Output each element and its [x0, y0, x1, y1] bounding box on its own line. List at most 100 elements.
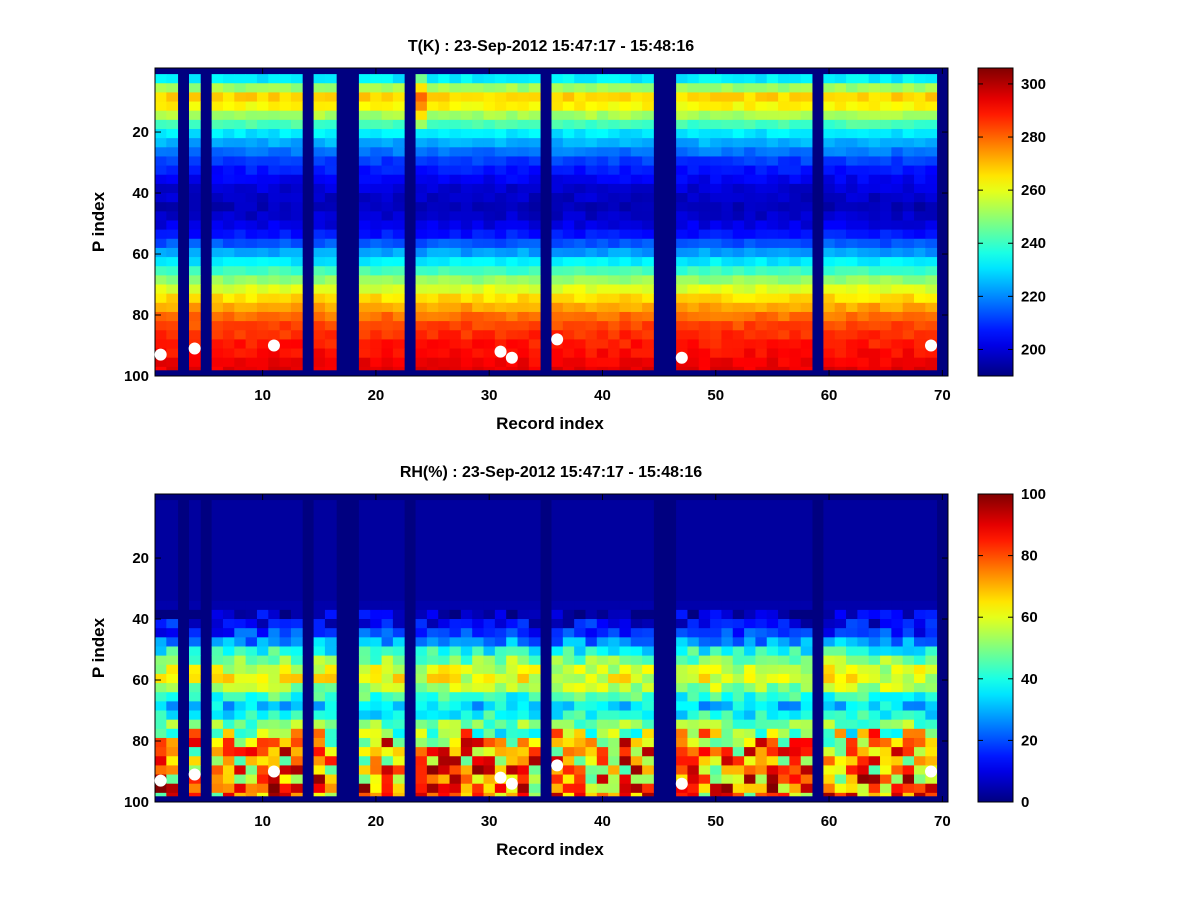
humidity-heatmap-cell	[324, 765, 337, 775]
humidity-heatmap-cell	[755, 701, 768, 711]
temperature-heatmap-cell	[188, 293, 201, 304]
temperature-heatmap-cell	[528, 257, 541, 267]
temperature-heatmap-cell	[562, 220, 575, 231]
temperature-heatmap-cell	[279, 321, 292, 331]
temperature-heatmap-cell	[902, 302, 915, 313]
humidity-heatmap-cell	[834, 573, 847, 583]
temperature-heatmap-cell	[358, 128, 371, 139]
temperature-heatmap-cell	[868, 165, 881, 176]
temperature-heatmap-cell	[562, 275, 575, 285]
humidity-heatmap-cell	[608, 591, 620, 602]
temperature-heatmap-cell	[925, 74, 938, 84]
temperature-heatmap-cell	[846, 275, 858, 285]
temperature-heatmap-cell	[188, 275, 201, 285]
temperature-heatmap-cell	[460, 229, 473, 240]
temperature-heatmap-cell	[472, 119, 484, 130]
humidity-heatmap-cell	[800, 527, 813, 538]
humidity-heatmap-cell	[381, 765, 394, 775]
temperature-heatmap-cell	[630, 74, 643, 84]
humidity-heatmap-cell	[891, 600, 904, 611]
temperature-heatmap-cell	[392, 202, 405, 212]
humidity-heatmap-cell	[698, 710, 711, 721]
temperature-heatmap-cell	[732, 110, 745, 121]
humidity-heatmap-cell	[472, 637, 484, 647]
temperature-heatmap-cell	[698, 247, 711, 258]
humidity-heatmap-cell	[891, 591, 904, 602]
temperature-heatmap-cell	[381, 174, 394, 185]
temperature-heatmap-cell	[256, 174, 269, 185]
humidity-heatmap-cell	[596, 683, 609, 693]
humidity-heatmap-cell	[415, 619, 428, 629]
humidity-heatmap-cell	[517, 591, 530, 602]
humidity-heatmap-cell	[426, 655, 439, 666]
humidity-heatmap-cell	[155, 655, 167, 666]
humidity-heatmap-cell	[449, 554, 462, 565]
humidity-heatmap-cell	[358, 500, 371, 510]
humidity-heatmap-cell	[279, 509, 292, 519]
temperature-heatmap-cell	[914, 238, 926, 249]
temperature-heatmap-cell	[562, 147, 575, 157]
temperature-heatmap-cell	[234, 156, 247, 166]
humidity-heatmap-cell	[381, 518, 394, 528]
temperature-heatmap-cell	[846, 193, 858, 203]
temperature-heatmap-cell	[846, 247, 858, 258]
temperature-heatmap-cell	[857, 119, 870, 130]
humidity-heatmap-cell	[483, 600, 496, 611]
humidity-heatmap-cell	[268, 564, 281, 574]
humidity-heatmap-cell	[472, 783, 484, 794]
humidity-heatmap-cell	[222, 710, 235, 721]
temperature-heatmap-cell	[392, 229, 405, 240]
temperature-heatmap-cell	[710, 321, 722, 331]
humidity-heatmap-cell	[324, 792, 337, 797]
humidity-record-column	[290, 500, 303, 797]
humidity-heatmap-cell	[823, 536, 836, 547]
humidity-heatmap-cell	[698, 509, 711, 519]
humidity-heatmap-cell	[166, 756, 179, 766]
temperature-heatmap-cell	[789, 193, 802, 203]
humidity-heatmap-cell	[449, 710, 462, 721]
humidity-heatmap-cell	[166, 692, 179, 702]
humidity-heatmap-cell	[800, 792, 813, 797]
temperature-heatmap-cell	[857, 247, 870, 258]
humidity-heatmap-cell	[676, 600, 688, 611]
humidity-heatmap-cell	[823, 737, 836, 748]
temperature-heatmap-cell	[438, 165, 450, 176]
humidity-heatmap-cell	[687, 664, 700, 675]
humidity-heatmap-cell	[800, 710, 813, 721]
temperature-heatmap-cell	[483, 110, 496, 121]
temperature-heatmap-cell	[676, 266, 688, 276]
temperature-heatmap-cell	[687, 321, 700, 331]
temperature-heatmap-cell	[687, 183, 700, 194]
temperature-heatmap-cell	[698, 348, 711, 359]
temperature-heatmap-cell	[460, 366, 473, 371]
humidity-heatmap-cell	[608, 554, 620, 565]
temperature-heatmap-cell	[268, 321, 281, 331]
temperature-heatmap-cell	[392, 311, 405, 322]
temperature-heatmap-cell	[596, 321, 609, 331]
humidity-heatmap-cell	[630, 628, 643, 638]
temperature-heatmap-cell	[517, 211, 530, 221]
humidity-heatmap-cell	[313, 664, 326, 675]
temperature-heatmap-cell	[166, 330, 179, 340]
humidity-heatmap-cell	[279, 591, 292, 602]
temperature-heatmap-cell	[925, 138, 938, 148]
temperature-heatmap-cell	[608, 174, 620, 185]
humidity-heatmap-cell	[585, 609, 598, 620]
humidity-record-column	[517, 500, 530, 797]
humidity-colorbar-tick-label: 0	[1021, 794, 1029, 811]
humidity-heatmap-cell	[710, 518, 722, 528]
temperature-heatmap-cell	[778, 83, 790, 93]
temperature-heatmap-cell	[313, 119, 326, 130]
humidity-heatmap-cell	[880, 701, 892, 711]
temperature-heatmap-cell	[857, 202, 870, 212]
humidity-heatmap-cell	[868, 545, 881, 556]
humidity-heatmap-cell	[551, 554, 564, 565]
humidity-heatmap-cell	[868, 609, 881, 620]
temperature-heatmap-cell	[562, 92, 575, 102]
humidity-heatmap-cell	[483, 554, 496, 565]
humidity-heatmap-cell	[596, 692, 609, 702]
temperature-heatmap-cell	[642, 229, 654, 240]
humidity-heatmap-cell	[483, 545, 496, 556]
temperature-heatmap-cell	[800, 165, 813, 176]
humidity-record-column	[426, 500, 439, 797]
